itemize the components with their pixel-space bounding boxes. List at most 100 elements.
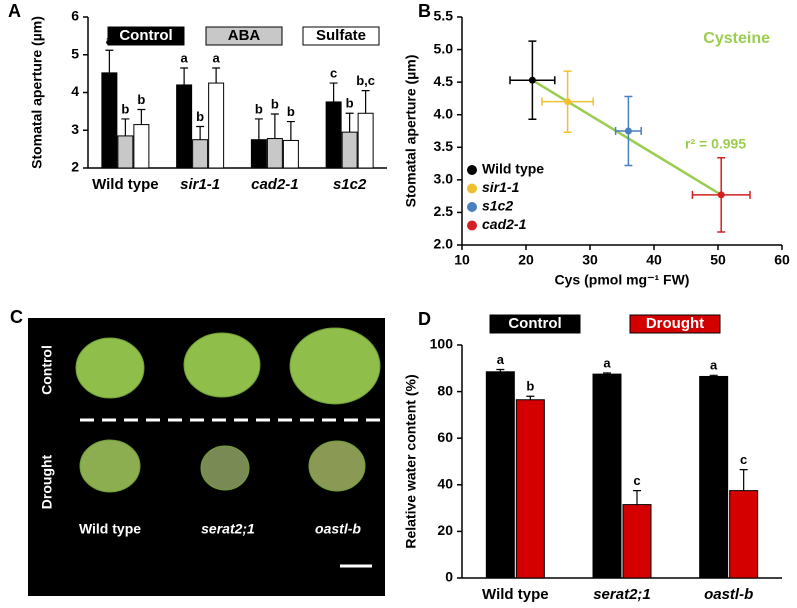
trendline: [531, 79, 722, 196]
significance-letter: c: [330, 66, 337, 81]
legend-label: Sulfate: [316, 27, 366, 44]
legend-label: s1c2: [482, 198, 513, 214]
error-bar: [286, 120, 295, 141]
legend-label: Drought: [646, 315, 704, 332]
error-bar: [603, 372, 611, 375]
error-bar: [633, 490, 641, 505]
y-axis-label: Relative water content (%): [403, 374, 419, 548]
panel-letter: D: [418, 309, 431, 329]
bar: [266, 138, 283, 169]
error-bar: [361, 90, 370, 114]
significance-letter: a: [213, 50, 221, 65]
significance-letter: b: [287, 104, 295, 119]
column-label: serat2;1: [201, 521, 255, 537]
significance-letter: b: [121, 101, 129, 116]
column-label: Wild type: [79, 521, 141, 537]
legend-swatch: [302, 26, 380, 46]
bar: [192, 139, 209, 169]
panel-letter: C: [10, 307, 23, 327]
bar: [515, 399, 545, 579]
y-tick-label: 6: [71, 8, 79, 24]
photo-panel: Control Drought Wild type serat2;1 oastl…: [10, 307, 385, 596]
point: [624, 127, 632, 135]
significance-letter: b: [271, 96, 279, 111]
legend-swatch: [489, 314, 581, 334]
annotation: r² = 0.995: [685, 136, 746, 152]
point: [564, 98, 572, 106]
y-tick-label: 2.0: [434, 236, 454, 252]
bar: [250, 139, 267, 169]
y-tick-label: 3: [71, 121, 79, 137]
legend-marker: [467, 202, 477, 212]
bar: [729, 490, 759, 579]
bar: [357, 112, 374, 169]
significance-letter: b: [346, 96, 354, 111]
bar: [133, 124, 150, 169]
bar: [592, 373, 622, 579]
bar: [176, 84, 193, 169]
y-tick-label: 2: [71, 159, 79, 175]
x-tick-label: Wild type: [482, 586, 549, 603]
y-tick-label: 0: [445, 569, 453, 585]
x-tick-label: cad2-1: [251, 176, 299, 193]
legend-swatch: [629, 314, 721, 334]
x-tick-label: 40: [646, 252, 662, 268]
error-bar: [254, 118, 263, 140]
point: [717, 191, 725, 199]
significance-letter: a: [603, 355, 611, 370]
error-bar: [329, 82, 338, 102]
error-bar: [137, 108, 146, 125]
legend-label: ABA: [228, 27, 261, 44]
legend-label: sir1-1: [482, 179, 520, 195]
significance-letter: b: [526, 379, 534, 394]
y-tick-label: 3.0: [434, 171, 454, 187]
legend-swatch: [107, 26, 185, 46]
bar: [282, 139, 299, 169]
significance-letter: b: [255, 101, 263, 116]
x-tick-label: 10: [454, 252, 470, 268]
y-tick-label: 4: [71, 83, 79, 99]
significance-letter: a: [710, 358, 718, 373]
x-tick-label: oastl-b: [704, 586, 753, 603]
bar: [485, 371, 515, 579]
legend-label: cad2-1: [482, 216, 527, 232]
error-bar: [212, 67, 221, 84]
legend-label: Control: [119, 27, 172, 44]
significance-letter: b: [137, 92, 145, 107]
x-tick-label: 50: [710, 252, 726, 268]
x-axis-label: Cys (pmol mg⁻¹ FW): [555, 272, 690, 288]
error-bar: [270, 113, 279, 139]
y-tick-label: 40: [437, 476, 453, 492]
significance-letter: c: [633, 473, 640, 488]
x-tick-label: sir1-1: [180, 176, 220, 193]
x-tick-label: Wild type: [92, 176, 159, 193]
column-label: oastl-b: [315, 521, 361, 537]
error-bar: [196, 125, 205, 140]
error-bar: [121, 118, 130, 136]
significance-letter: a: [497, 352, 505, 367]
error-bar: [526, 395, 535, 400]
x-tick-label: 20: [518, 252, 534, 268]
annotation: Cysteine: [703, 30, 770, 47]
legend-marker: [467, 183, 477, 194]
bar: [622, 504, 652, 579]
y-tick-label: 100: [430, 336, 454, 352]
y-tick-label: 2.5: [434, 203, 454, 219]
y-axis-label: Stomatal aperture (µm): [29, 16, 45, 169]
significance-letter: b,c: [356, 73, 375, 88]
legend-marker: [467, 220, 477, 231]
y-tick-label: 60: [437, 429, 453, 445]
y-tick-label: 5.0: [434, 40, 454, 56]
significance-letter: a: [181, 50, 189, 65]
error-bar: [496, 368, 505, 372]
legend-label: Control: [508, 315, 561, 332]
significance-letter: b: [196, 109, 204, 124]
point: [528, 76, 536, 84]
panel-letter: B: [418, 1, 431, 21]
rosettes: [75, 327, 381, 493]
bar: [101, 72, 118, 169]
panel-letter: A: [8, 1, 21, 21]
x-tick-label: s1c2: [333, 176, 367, 193]
y-tick-label: 4.0: [434, 105, 454, 121]
